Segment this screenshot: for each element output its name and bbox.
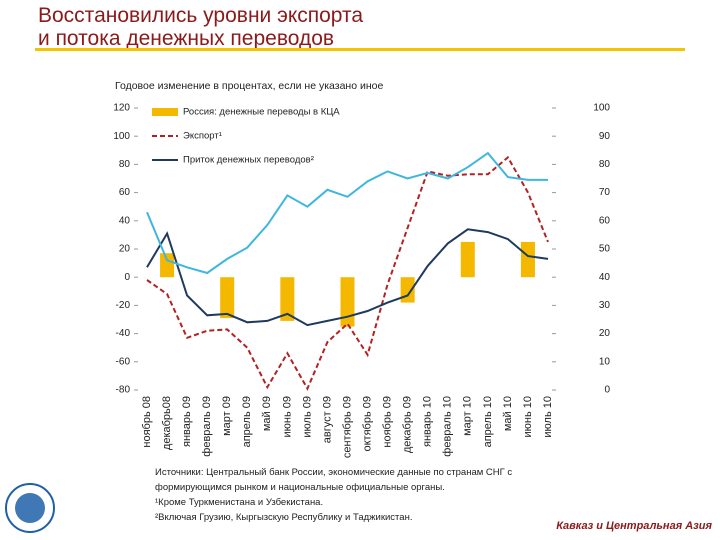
x-tick-label: декабрь 09 (402, 396, 414, 453)
slide-title: Восстановились уровни экспорта и потока д… (38, 4, 363, 50)
x-tick-label: март 10 (462, 396, 474, 436)
x-tick-label: июнь 10 (522, 396, 534, 438)
legend-label: Экспорт¹ (183, 131, 222, 142)
bar (340, 277, 355, 327)
note: Источники: Центральный банк России, экон… (155, 467, 512, 478)
line-series (146, 155, 549, 391)
bar (520, 241, 535, 278)
y-tick-label: 40 (119, 215, 131, 226)
y2-tick-label: 30 (599, 300, 611, 311)
chart-subtitle: Годовое изменение в процентах, если не у… (115, 80, 383, 92)
x-tick-label: май 10 (502, 396, 514, 431)
y2-tick-label: 90 (599, 131, 611, 142)
x-tick-label: апрель 10 (482, 396, 494, 447)
x-tick-label: сентябрь 09 (341, 396, 353, 458)
y2-tick-label: 70 (599, 187, 611, 198)
x-tick-label: декабрь08 (161, 396, 173, 450)
x-tick-label: апрель 09 (241, 396, 253, 447)
x-tick-label: март 09 (221, 396, 233, 436)
footer: Кавказ и Центральная Азия (556, 520, 712, 532)
y-tick-label: 60 (119, 187, 131, 198)
legend-label: Россия: денежные переводы в КЦА (183, 107, 340, 118)
bar (460, 241, 475, 278)
x-tick-label: июнь 09 (281, 396, 293, 438)
y-tick-label: 0 (124, 272, 130, 283)
title-underline (35, 48, 685, 51)
note: формирующимся рынком и национальные офиц… (155, 482, 445, 493)
y-tick-label: -20 (116, 300, 131, 311)
x-tick-label: январь 10 (422, 396, 434, 447)
note: ²Включая Грузию, Кыргызскую Республику и… (155, 512, 412, 523)
legend-swatch (152, 108, 178, 116)
legend-label: Приток денежных переводов² (183, 155, 314, 166)
y2-tick-label: 0 (604, 385, 610, 396)
x-tick-label: август 09 (321, 396, 333, 443)
x-tick-label: февраль 10 (442, 396, 454, 457)
x-tick-label: январь 09 (181, 396, 193, 447)
note: ¹Кроме Туркменистана и Узбекистана. (155, 497, 323, 508)
y-tick-label: 120 (113, 103, 130, 114)
x-tick-label: ноябрь 09 (382, 396, 394, 448)
y2-tick-label: 80 (599, 159, 611, 170)
y2-tick-label: 60 (599, 215, 611, 226)
y-tick-label: 20 (119, 244, 131, 255)
bar (220, 277, 235, 319)
y2-tick-label: 40 (599, 272, 611, 283)
imf-logo (5, 483, 55, 533)
y2-tick-label: 100 (593, 103, 610, 114)
y-tick-label: 80 (119, 159, 131, 170)
x-tick-label: июль 09 (301, 396, 313, 438)
bar (160, 253, 175, 278)
x-tick-label: июль 10 (542, 396, 554, 438)
y-tick-label: -80 (116, 385, 131, 396)
bar (280, 277, 295, 321)
y2-tick-label: 10 (599, 356, 611, 367)
line-series (146, 228, 549, 327)
line-series (146, 151, 548, 275)
x-tick-label: февраль 09 (201, 396, 213, 457)
y-tick-label: -60 (116, 356, 131, 367)
x-tick-label: май 09 (261, 396, 273, 431)
y-tick-label: -40 (116, 328, 131, 339)
x-tick-label: октябрь 09 (361, 396, 373, 452)
y2-tick-label: 20 (599, 328, 611, 339)
y-tick-label: 100 (113, 131, 130, 142)
y2-tick-label: 50 (599, 244, 611, 255)
x-tick-label: ноябрь 08 (141, 396, 153, 448)
